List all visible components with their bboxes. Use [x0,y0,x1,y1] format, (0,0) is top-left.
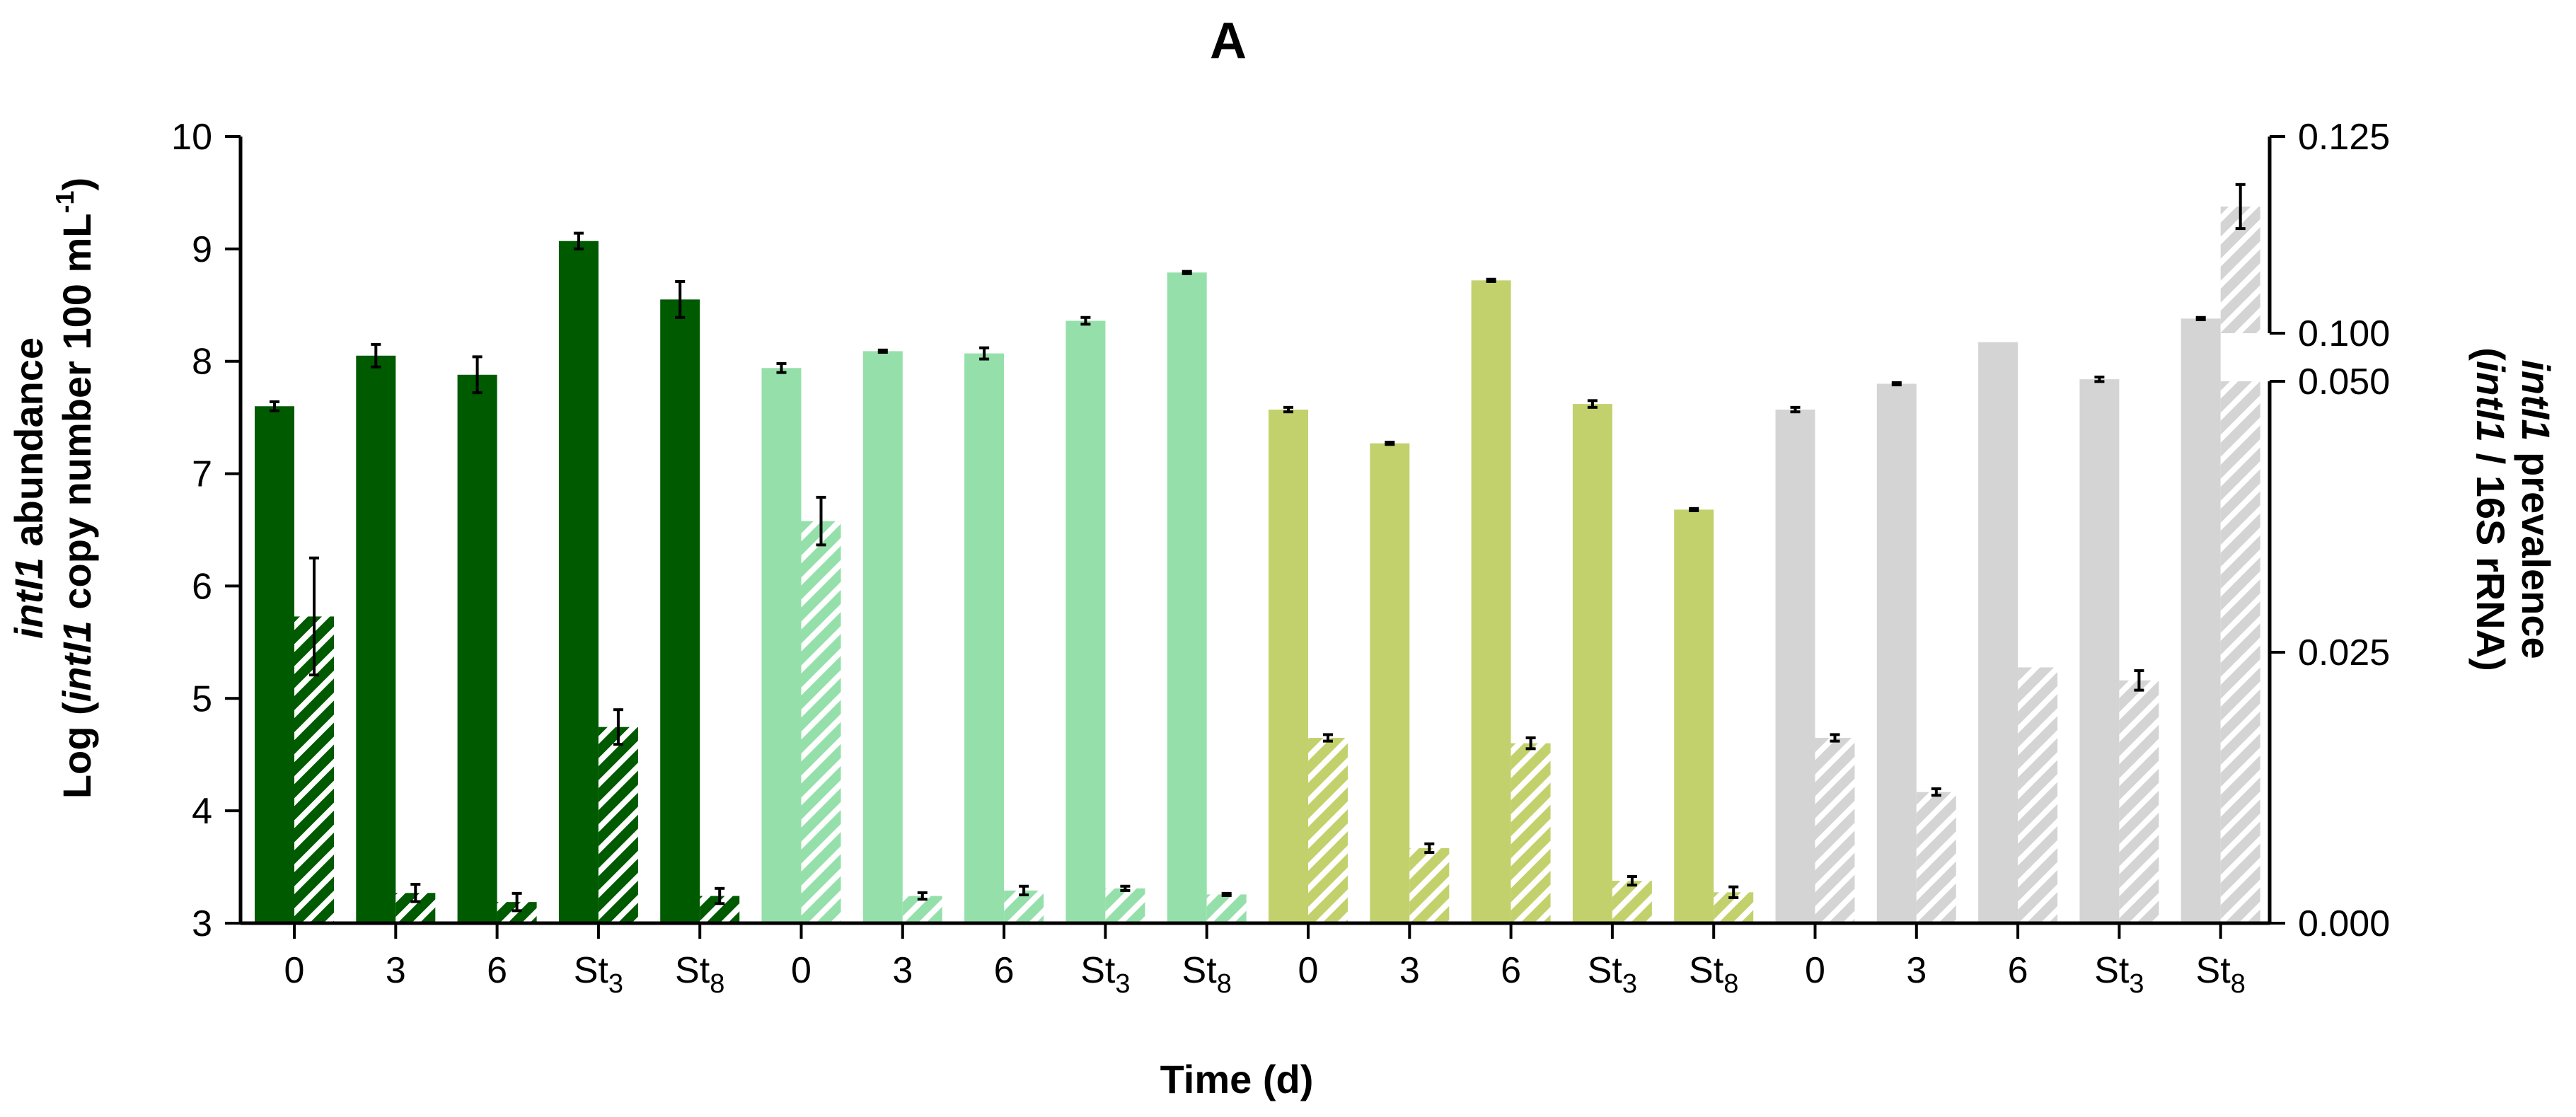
x-tick-label: St8 [1689,950,1738,999]
y-left-title-gene: intI1 [6,557,51,639]
x-tick-label: 3 [386,950,406,991]
prevalence-bar [1105,888,1145,923]
x-tick-label: 6 [487,950,507,991]
y-right-title-gene2: intI1 [2468,361,2513,442]
abundance-bar [2079,379,2120,923]
x-tick-label: St8 [2196,950,2246,999]
y-left-title-prefix: Log ( [54,702,99,799]
y-left-tick-label: 6 [192,566,212,607]
y-right-tick-label: 0.000 [2298,903,2390,944]
x-tick-label: 6 [994,950,1015,991]
y-axis-right-title: intI1 prevalence (intI1 / 16S rRNA) [2468,347,2558,671]
abundance-bar [1978,342,2018,923]
prevalence-bar [598,727,638,923]
x-axis-title: Time (d) [1160,1057,1314,1101]
prevalence-bar [1612,881,1652,923]
abundance-bar [1572,404,1612,923]
y-left-tick-label: 8 [192,342,212,383]
abundance-bar [1876,383,1917,923]
abundance-bar [255,406,294,923]
y-right-title-prefix: ( [2468,347,2513,361]
prevalence-bar [1511,743,1551,923]
prevalence-bar [1308,738,1348,923]
prevalence-bar [2220,381,2260,923]
abundance-bar [1269,410,1308,923]
y-right-title-line1: prevalence [2514,441,2558,659]
prevalence-bar [2018,667,2058,923]
y-left-title-sup: -1 [50,190,79,213]
x-tick-label: St8 [1182,950,1232,999]
abundance-bar [2181,318,2221,923]
y-right-tick-label: 0.025 [2298,632,2390,673]
y-left-title-line1: abundance [6,337,51,557]
prevalence-bar [2119,680,2159,923]
x-tick-label: 0 [284,950,305,991]
x-tick-label: 3 [892,950,913,991]
y-left-tick-label: 9 [192,229,212,270]
x-tick-label: St3 [574,950,623,999]
y-left-title-gene2: intI1 [54,620,99,702]
x-tick-label: 0 [1805,950,1825,991]
abundance-bar [558,241,599,923]
svg-text:intI1 prevalence: intI1 prevalence [2514,359,2558,659]
y-left-tick-label: 7 [192,454,212,495]
y-right-tick-label: 0.100 [2298,313,2390,354]
x-tick-label: 6 [2008,950,2028,991]
abundance-bar [1370,443,1410,923]
x-tick-label: 0 [791,950,812,991]
prevalence-bar [1815,738,1855,923]
y-axis-left-title: intI1 abundance Log (intI1 copy number 1… [6,178,99,799]
y-right-title-line2: / 16S rRNA) [2468,442,2513,671]
y-left-tick-label: 4 [192,791,212,832]
y-right-tick-label: 0.050 [2298,361,2390,403]
prevalence-bar [1916,792,1956,923]
y-left-tick-label: 3 [192,903,212,944]
prevalence-bar [1409,847,1450,923]
ticks-layer: 0 3 6 St3 St8 0 3 6 St3 St8 0 3 6 St3 St8 0 3 6 St3 St8 3 4 5 6… [171,117,2390,999]
y-left-tick-label: 10 [171,117,212,158]
axes-layer [238,137,2272,925]
abundance-bar [964,353,1005,923]
y-left-tick-label: 5 [192,678,212,719]
x-tick-label: 0 [1298,950,1319,991]
x-tick-label: 3 [1399,950,1420,991]
svg-text:(intI1 / 16S rRNA): (intI1 / 16S rRNA) [2468,347,2513,671]
y-left-title-line2: copy number 100 mL [54,213,99,620]
prevalence-bar [801,521,841,923]
abundance-bar [1167,272,1207,923]
chart-title: A [1210,13,1247,69]
x-tick-label: St8 [675,950,724,999]
x-tick-label: St3 [1588,950,1637,999]
abundance-bar [1471,280,1511,923]
prevalence-bar [1206,894,1247,923]
abundance-bar [761,368,802,923]
abundance-bar [457,374,497,923]
x-tick-label: 6 [1501,950,1521,991]
abundance-bar [356,355,396,923]
svg-text:intI1 abundance: intI1 abundance [6,337,51,639]
svg-text:Log (intI1 copy number 100 mL-: Log (intI1 copy number 100 mL-1) [50,178,99,799]
abundance-bar [660,299,700,923]
x-tick-label: St3 [1080,950,1130,999]
y-right-title-gene: intI1 [2514,359,2558,441]
abundance-bar [862,351,903,924]
x-tick-label: 3 [1906,950,1927,991]
abundance-bar [1775,410,1815,923]
x-tick-label: St3 [2094,950,2144,999]
error-bars-layer [270,183,2246,913]
y-left-title-close: ) [54,178,99,191]
abundance-bar [1674,509,1714,923]
bars-layer [255,206,2260,924]
abundance-bar [1065,320,1106,923]
y-right-tick-label: 0.125 [2298,117,2390,158]
